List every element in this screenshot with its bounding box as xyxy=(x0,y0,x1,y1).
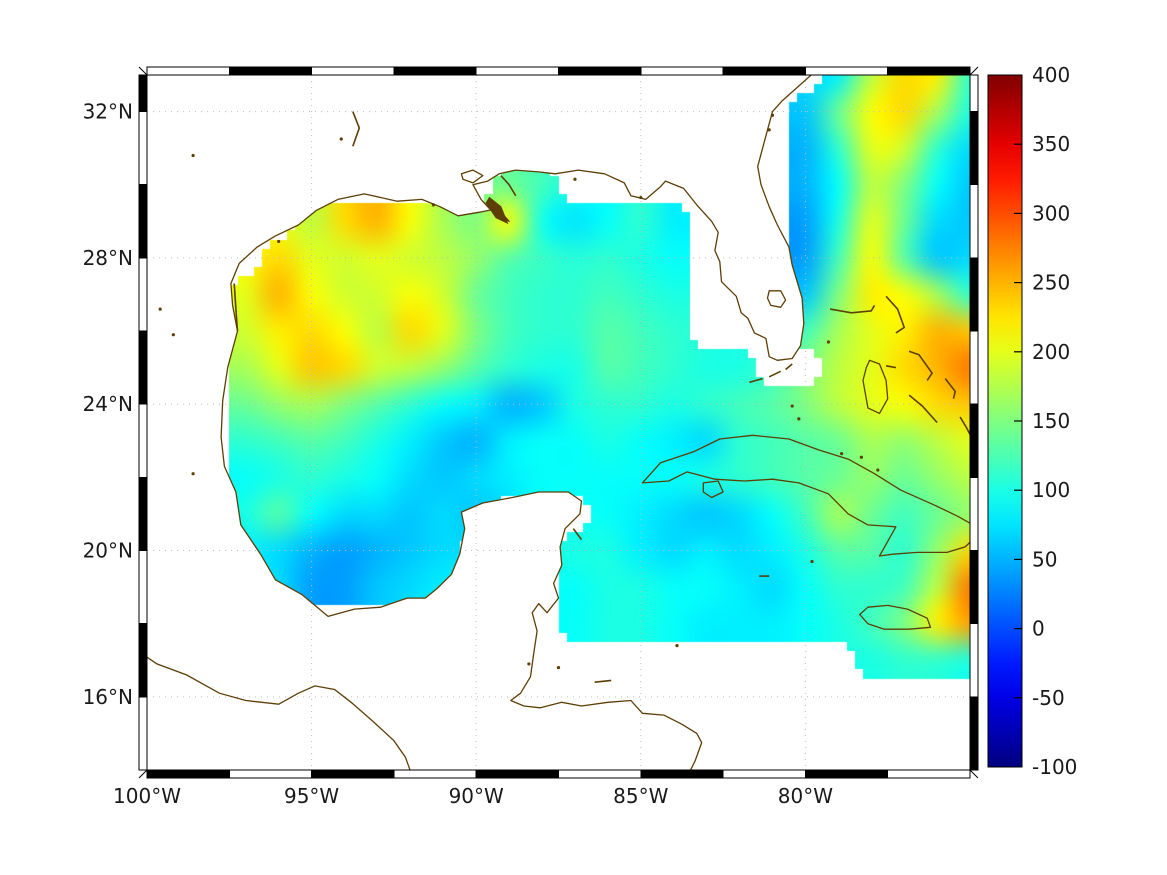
frame-corner-bevel xyxy=(969,769,979,779)
frame-tick-right xyxy=(969,550,979,625)
colorbar-tick-label: 50 xyxy=(1032,547,1057,571)
frame-tick-bottom xyxy=(640,769,724,779)
frame-tick-left xyxy=(138,257,148,332)
frame-tick-bottom xyxy=(804,769,889,779)
frame-tick-bottom xyxy=(311,769,395,779)
x-tick-label: 80°W xyxy=(778,784,833,808)
frame-tick-top xyxy=(311,66,395,76)
colorbar-tick-label: 400 xyxy=(1032,63,1070,87)
colorbar-tick-label: 250 xyxy=(1032,271,1070,295)
frame-tick-right xyxy=(969,74,979,113)
frame-tick-right xyxy=(969,111,979,186)
colorbar-tick-label: -100 xyxy=(1032,755,1077,779)
frame-tick-right xyxy=(969,476,979,552)
frame-tick-left xyxy=(138,623,148,698)
frame-tick-left xyxy=(138,696,148,771)
x-tick-label: 90°W xyxy=(449,784,504,808)
frame-tick-bottom xyxy=(558,769,642,779)
colorbar-tick-label: 0 xyxy=(1032,617,1045,641)
frame-tick-bottom xyxy=(887,769,971,779)
frame-tick-right xyxy=(969,330,979,405)
colorbar-tick-label: 300 xyxy=(1032,201,1070,225)
x-axis-labels: 100°W 95°W 90°W 85°W 80°W xyxy=(113,784,833,808)
colorbar-tick-label: -50 xyxy=(1032,686,1065,710)
frame-tick-left xyxy=(138,550,148,625)
frame-tick-right xyxy=(969,623,979,698)
frame-tick-left xyxy=(138,184,148,259)
frame-tick-bottom xyxy=(228,769,313,779)
frame-tick-top xyxy=(640,66,724,76)
heatmap-canvas xyxy=(147,75,970,770)
y-tick-label: 24°N xyxy=(83,392,133,416)
frame-tick-top xyxy=(228,66,313,76)
frame-tick-top xyxy=(558,66,642,76)
colorbar-tick-label: 100 xyxy=(1032,478,1070,502)
colorbar-gradient xyxy=(987,74,1023,768)
x-tick-label: 100°W xyxy=(113,784,181,808)
frame-corner-bevel xyxy=(138,769,148,779)
y-tick-label: 32°N xyxy=(83,100,133,124)
y-tick-label: 16°N xyxy=(83,685,133,709)
colorbar-tick-label: 200 xyxy=(1032,340,1070,364)
frame-tick-top xyxy=(887,66,971,76)
frame-tick-left xyxy=(138,403,148,478)
frame-tick-top xyxy=(722,66,806,76)
frame-tick-bottom xyxy=(722,769,806,779)
frame-tick-right xyxy=(969,403,979,478)
frame-tick-left xyxy=(138,74,148,113)
frame-corner-bevel xyxy=(969,66,979,76)
frame-tick-bottom xyxy=(475,769,560,779)
frame-tick-top xyxy=(146,66,230,76)
frame-corner-bevel xyxy=(138,66,148,76)
frame-tick-top xyxy=(475,66,560,76)
x-tick-label: 95°W xyxy=(284,784,339,808)
frame-tick-top xyxy=(804,66,889,76)
y-tick-label: 20°N xyxy=(83,539,133,563)
colorbar: 400 350 300 250 200 150 100 50 0 -50 -100 xyxy=(987,63,1077,779)
frame-tick-bottom xyxy=(393,769,477,779)
frame-tick-left xyxy=(138,111,148,186)
colorbar-tick-label: 350 xyxy=(1032,132,1070,156)
x-tick-label: 85°W xyxy=(613,784,668,808)
frame-tick-right xyxy=(969,257,979,332)
frame-tick-left xyxy=(138,330,148,405)
y-axis-labels: 32°N 28°N 24°N 20°N 16°N xyxy=(83,100,133,709)
frame-tick-left xyxy=(138,476,148,552)
frame-tick-bottom xyxy=(146,769,230,779)
frame-tick-top xyxy=(393,66,477,76)
frame-tick-right xyxy=(969,184,979,259)
colorbar-tick-label: 150 xyxy=(1032,409,1070,433)
y-tick-label: 28°N xyxy=(83,246,133,270)
frame-tick-right xyxy=(969,696,979,771)
